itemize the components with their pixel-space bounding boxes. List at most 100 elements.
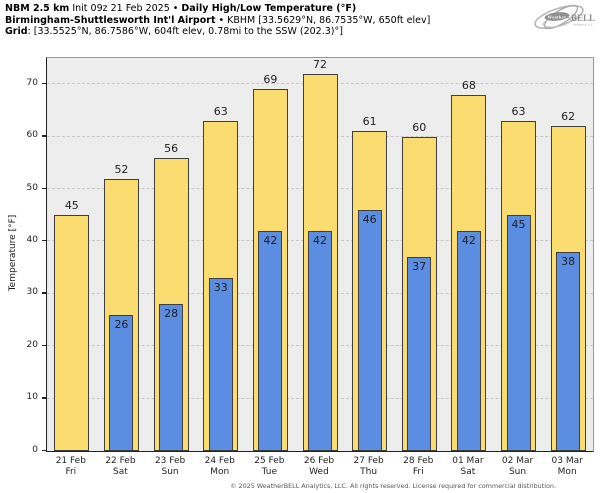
y-tick-mark bbox=[42, 239, 46, 242]
high-value-label: 60 bbox=[412, 120, 427, 134]
weatherbell-logo: Weather BELL Analytics LLC bbox=[533, 1, 595, 37]
x-tick-weekday: Sun bbox=[161, 467, 179, 477]
x-tick-label: 01 Mar Sat bbox=[443, 456, 493, 478]
x-tick-date: 03 Mar bbox=[551, 456, 583, 466]
y-tick-label: 70 bbox=[26, 77, 38, 88]
high-value-label: 52 bbox=[114, 162, 129, 176]
y-tick-label: 0 bbox=[32, 444, 38, 455]
high-bar bbox=[54, 215, 90, 451]
x-tick-weekday: Mon bbox=[557, 467, 577, 477]
x-tick-weekday: Sat bbox=[113, 467, 128, 477]
low-value-label: 28 bbox=[164, 307, 179, 321]
x-tick-weekday: Fri bbox=[65, 467, 77, 477]
model-name: NBM 2.5 km bbox=[5, 3, 70, 14]
high-value-label: 68 bbox=[461, 78, 476, 92]
y-tick-mark bbox=[42, 187, 46, 189]
low-value-label: 26 bbox=[114, 317, 129, 331]
x-tick-weekday: Tue bbox=[261, 467, 278, 477]
x-tick-label: 22 Feb Sat bbox=[96, 456, 146, 478]
x-tick-label: 25 Feb Tue bbox=[245, 456, 295, 478]
station-coords: • KBHM [33.5629°N, 86.7535°W, 650ft elev… bbox=[215, 14, 431, 26]
high-value-label: 45 bbox=[64, 199, 79, 213]
x-tick-date: 24 Feb bbox=[204, 456, 235, 466]
low-value-label: 45 bbox=[511, 218, 526, 232]
low-bar bbox=[159, 304, 184, 451]
high-value-label: 63 bbox=[511, 104, 526, 118]
x-tick-weekday: Fri bbox=[412, 467, 424, 477]
low-bar bbox=[308, 230, 332, 451]
x-tick-date: 27 Feb bbox=[353, 456, 384, 466]
low-value-label: 46 bbox=[362, 212, 377, 226]
x-tick-date: 02 Mar bbox=[501, 456, 534, 466]
y-tick-label: 40 bbox=[26, 234, 38, 245]
y-tick-mark bbox=[42, 82, 46, 85]
low-value-label: 38 bbox=[561, 254, 576, 268]
x-tick-label: 26 Feb Wed bbox=[294, 456, 344, 478]
high-value-label: 56 bbox=[164, 141, 179, 155]
logo-bell-text: BELL bbox=[571, 13, 595, 23]
chart-header: NBM 2.5 km Init 09z 21 Feb 2025 • Daily … bbox=[5, 3, 430, 38]
init-time: Init 09z 21 Feb 2025 • bbox=[69, 3, 182, 14]
y-tick-label: 20 bbox=[26, 339, 38, 350]
copyright-text: © 2025 WeatherBELL Analytics, LLC. All r… bbox=[230, 482, 556, 490]
x-tick-date: 21 Feb bbox=[55, 456, 86, 466]
low-bar bbox=[456, 230, 481, 451]
x-tick-date: 01 Mar bbox=[452, 456, 484, 466]
logo-weather-text: Weather bbox=[548, 14, 567, 19]
y-tick-mark bbox=[42, 397, 46, 399]
y-tick-label: 50 bbox=[26, 182, 38, 193]
x-tick-label: 24 Feb Mon bbox=[195, 456, 245, 478]
plot-area: 45 52 26 56 28 63 33 69 42 72 42 61 46 60 37 68 42 63 45 62… bbox=[46, 57, 594, 452]
y-tick-mark bbox=[42, 449, 46, 451]
high-value-label: 62 bbox=[561, 110, 576, 124]
low-value-label: 42 bbox=[312, 233, 327, 247]
x-tick-weekday: Sat bbox=[460, 467, 476, 477]
y-tick-label: 30 bbox=[26, 287, 38, 298]
header-line-1: NBM 2.5 km Init 09z 21 Feb 2025 • Daily … bbox=[5, 3, 430, 15]
low-bar bbox=[506, 215, 531, 451]
low-bar bbox=[357, 209, 382, 451]
chart-title: Daily High/Low Temperature (°F) bbox=[181, 3, 357, 14]
high-value-label: 69 bbox=[263, 73, 278, 87]
low-value-label: 33 bbox=[213, 281, 228, 295]
x-tick-label: 27 Feb Thu bbox=[344, 456, 394, 478]
low-value-label: 37 bbox=[412, 260, 427, 274]
y-axis-label: Temperature [°F] bbox=[8, 214, 18, 292]
weatherbell-logo-icon: Weather BELL Analytics LLC bbox=[534, 4, 595, 30]
header-line-2: Birmingham-Shuttlesworth Int'l Airport •… bbox=[5, 15, 430, 27]
header-line-3: Grid: [33.5525°N, 86.7586°W, 604ft elev,… bbox=[5, 26, 430, 38]
low-bar bbox=[556, 251, 581, 451]
y-tick-label: 60 bbox=[26, 130, 38, 141]
low-bar bbox=[258, 230, 283, 451]
y-tick-mark bbox=[42, 292, 46, 294]
grid-coords: : [33.5525°N, 86.7586°W, 604ft elev, 0.7… bbox=[27, 26, 343, 37]
x-tick-label: 23 Feb Sun bbox=[145, 456, 195, 478]
x-tick-date: 23 Feb bbox=[154, 456, 186, 466]
logo-subtext: Analytics LLC bbox=[573, 23, 593, 27]
x-tick-label: 28 Feb Fri bbox=[393, 456, 443, 478]
high-value-label: 72 bbox=[312, 57, 327, 71]
x-tick-label: 03 Mar Mon bbox=[542, 456, 592, 478]
high-value-label: 63 bbox=[213, 104, 228, 118]
x-tick-weekday: Mon bbox=[210, 467, 230, 477]
low-bar bbox=[407, 257, 432, 451]
x-tick-date: 22 Feb bbox=[105, 456, 136, 466]
x-tick-label: 02 Mar Sun bbox=[493, 456, 543, 478]
low-bar bbox=[208, 278, 233, 451]
x-tick-weekday: Wed bbox=[309, 467, 329, 477]
x-tick-weekday: Thu bbox=[360, 467, 378, 477]
low-value-label: 42 bbox=[263, 233, 278, 247]
y-tick-label: 10 bbox=[26, 392, 38, 403]
high-value-label: 61 bbox=[362, 115, 377, 129]
grid-label: Grid bbox=[5, 26, 28, 37]
x-tick-date: 25 Feb bbox=[254, 456, 285, 466]
y-tick-mark bbox=[42, 135, 46, 137]
x-tick-weekday: Sun bbox=[508, 467, 527, 477]
y-tick-mark bbox=[42, 344, 46, 347]
x-tick-date: 26 Feb bbox=[303, 456, 335, 466]
low-value-label: 42 bbox=[461, 233, 476, 247]
x-tick-label: 21 Feb Fri bbox=[46, 456, 96, 478]
low-bar bbox=[109, 314, 134, 451]
x-tick-date: 28 Feb bbox=[403, 456, 434, 466]
